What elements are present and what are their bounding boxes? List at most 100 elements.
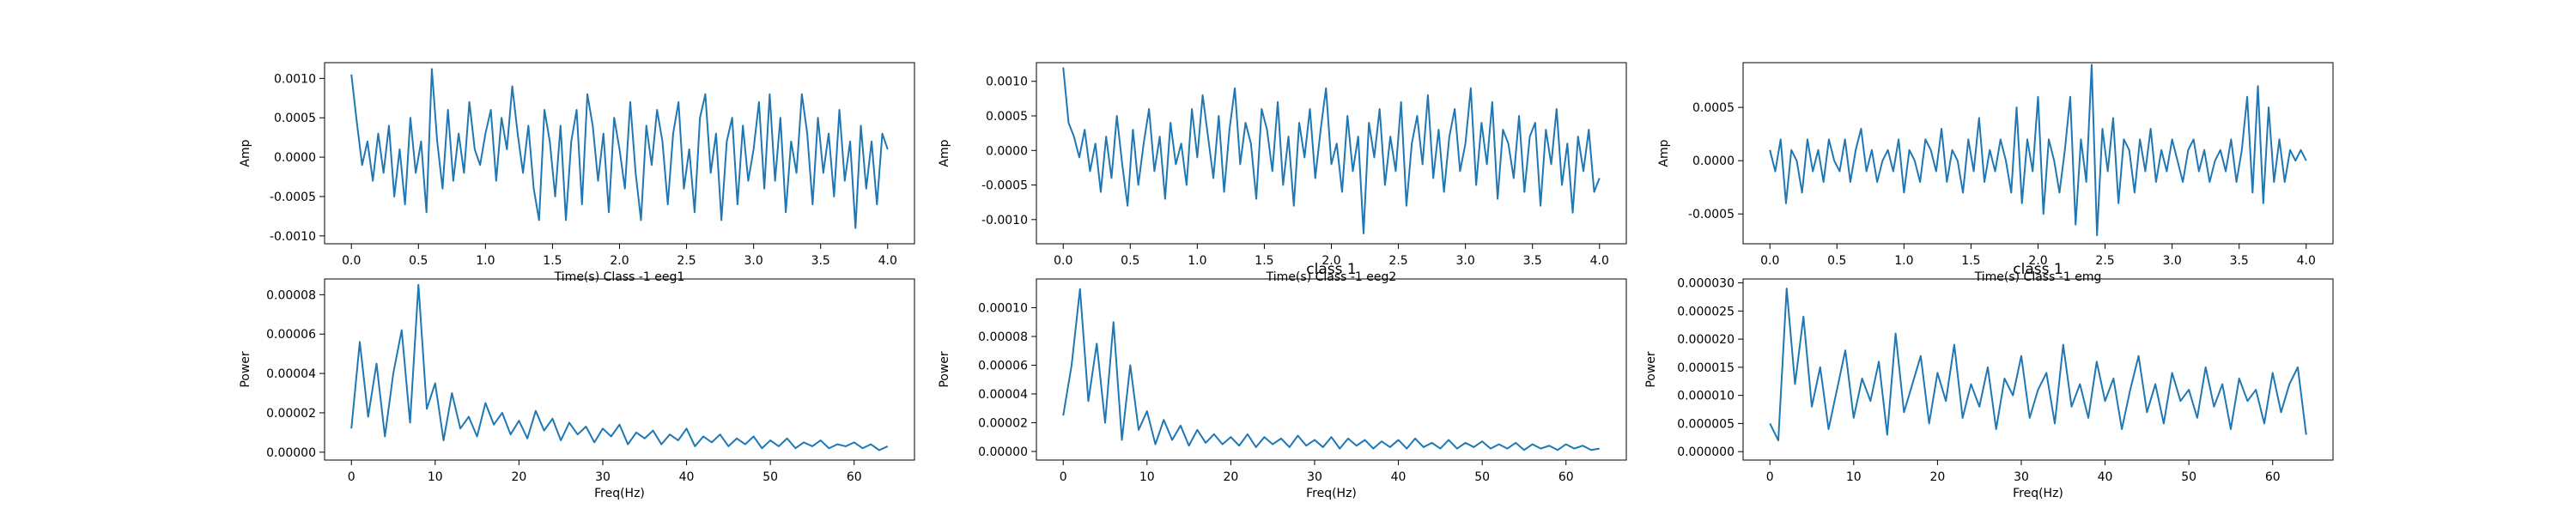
subplot-5: 0 10 20 30 40 50 60 0.00000 0.00002 0.00004 0.0000… [938, 278, 1627, 500]
y-tick-label: 0.000025 [1677, 305, 1735, 318]
subplot-title: class 1 [2013, 261, 2063, 278]
y-axis-label: Power [1644, 351, 1658, 388]
subplot-title: class 1 [1306, 261, 1356, 278]
y-tick-label: -0.0010 [981, 214, 1028, 227]
y-tick-label: 0.00006 [978, 359, 1028, 373]
y-tick-label: 0.0010 [986, 76, 1028, 89]
x-tick-label: 3.0 [744, 254, 763, 268]
y-tick-label: 0.00006 [266, 328, 316, 342]
y-tick-label: 0.0005 [986, 110, 1028, 124]
x-tick-label: 60 [1558, 470, 1574, 484]
y-tick-label: 0.000015 [1677, 361, 1735, 375]
y-tick-label: 0.000030 [1677, 277, 1735, 291]
x-tick-label: 30 [595, 470, 611, 484]
x-tick-label: 10 [1846, 470, 1862, 484]
x-tick-label: 0.0 [342, 254, 361, 268]
x-tick-label: 2.5 [1388, 254, 1407, 268]
x-tick-label: 60 [2265, 470, 2281, 484]
x-tick-label: 2.0 [1321, 254, 1340, 268]
y-tick-label: 0.00008 [978, 330, 1028, 344]
x-tick-label: 60 [847, 470, 862, 484]
y-tick-label: 0.0000 [274, 151, 316, 165]
x-tick-label: 0.5 [409, 254, 428, 268]
y-tick-label: 0.00002 [978, 416, 1028, 430]
y-tick-label: 0.0010 [274, 72, 316, 86]
y-tick-label: 0.000010 [1677, 390, 1735, 403]
x-tick-label: 30 [1307, 470, 1322, 484]
subplot-1: 0.0 0.5 1.0 1.5 2.0 2.5 3.0 3.5 4.0 -0.0010 -0.000… [239, 62, 915, 284]
x-tick-label: 2.0 [2028, 254, 2047, 268]
x-axis-label: Time(s) Class -1 eeg1 [554, 270, 685, 284]
x-tick-label: 2.0 [610, 254, 629, 268]
y-tick-label: 0.000020 [1677, 333, 1735, 347]
y-axis-label: Amp [938, 139, 951, 167]
x-tick-label: 20 [1929, 470, 1945, 484]
x-axis-label: Freq(Hz) [1306, 487, 1357, 500]
x-tick-label: 0.5 [1121, 254, 1139, 268]
y-axis-label: Amp [1657, 139, 1671, 167]
x-axis-label: Freq(Hz) [2013, 487, 2063, 500]
y-tick-label: 0.000000 [1677, 445, 1735, 459]
x-axis-label: Time(s) Class -1 emg [1974, 270, 2102, 284]
x-tick-label: 50 [1474, 470, 1490, 484]
x-tick-label: 0 [348, 470, 355, 484]
y-tick-label: 0.00000 [266, 446, 316, 460]
y-axis-label: Power [938, 351, 951, 388]
series-line [1062, 288, 1600, 451]
y-axis-label: Amp [239, 139, 252, 167]
x-tick-label: 0 [1766, 470, 1774, 484]
x-tick-label: 3.5 [811, 254, 830, 268]
y-tick-label: 0.00004 [978, 388, 1028, 402]
x-tick-label: 20 [511, 470, 526, 484]
y-tick-label: 0.0005 [274, 112, 316, 125]
y-tick-label: 0.00010 [978, 301, 1028, 315]
x-tick-label: 1.0 [476, 254, 495, 268]
y-tick-label: 0.000005 [1677, 417, 1735, 431]
x-tick-label: 2.5 [677, 254, 696, 268]
x-tick-label: 4.0 [1590, 254, 1609, 268]
subplot-3: 0.0 0.5 1.0 1.5 2.0 2.5 3.0 3.5 4.0 -0.0005 0.0000… [1657, 62, 2334, 284]
x-tick-label: 1.0 [1894, 254, 1913, 268]
y-tick-label: -0.0005 [981, 179, 1028, 193]
x-axis-label: Time(s) Class -1 eeg2 [1266, 270, 1397, 284]
x-tick-label: 50 [762, 470, 778, 484]
x-tick-label: 4.0 [2297, 254, 2316, 268]
y-tick-label: 0.00000 [978, 445, 1028, 459]
series-line [1062, 67, 1601, 234]
series-line [350, 283, 889, 451]
y-tick-label: 0.00008 [266, 288, 316, 302]
x-tick-label: 0 [1060, 470, 1067, 484]
series-line [350, 68, 889, 229]
y-tick-label: 0.0000 [986, 144, 1028, 158]
x-tick-label: 1.5 [1961, 254, 1980, 268]
x-tick-label: 0.0 [1054, 254, 1072, 268]
y-tick-label: 0.0000 [1692, 154, 1735, 168]
y-axis-label: Power [239, 351, 252, 388]
axes-frame [324, 278, 915, 461]
subplot-4: 0 10 20 30 40 50 60 0.00000 0.00002 0.00004 0.0000… [239, 278, 915, 500]
axes-frame [1036, 278, 1627, 461]
subplot-2: 0.0 0.5 1.0 1.5 2.0 2.5 3.0 3.5 4.0 -0.0010 -0.000… [938, 62, 1627, 284]
x-tick-label: 0.0 [1760, 254, 1779, 268]
x-tick-label: 1.5 [1255, 254, 1273, 268]
x-tick-label: 3.5 [2230, 254, 2249, 268]
y-tick-label: 0.0005 [1692, 101, 1735, 115]
series-line [1769, 288, 2307, 442]
x-tick-label: 1.0 [1188, 254, 1206, 268]
series-line [1769, 64, 2307, 237]
y-tick-label: -0.0005 [270, 191, 316, 204]
x-tick-label: 10 [428, 470, 443, 484]
subplot-6: 0 10 20 30 40 50 60 0.000000 0.000005 0.000010 0.0… [1644, 277, 2334, 500]
y-tick-label: -0.0010 [270, 230, 316, 244]
y-tick-label: 0.00002 [266, 407, 316, 421]
x-tick-label: 0.5 [1827, 254, 1846, 268]
x-tick-label: 2.5 [2095, 254, 2114, 268]
x-tick-label: 30 [2014, 470, 2029, 484]
y-tick-label: 0.00004 [266, 367, 316, 381]
x-tick-label: 50 [2181, 470, 2196, 484]
x-tick-label: 40 [1391, 470, 1406, 484]
x-tick-label: 1.5 [543, 254, 562, 268]
x-tick-label: 20 [1223, 470, 1238, 484]
x-tick-label: 40 [2098, 470, 2113, 484]
